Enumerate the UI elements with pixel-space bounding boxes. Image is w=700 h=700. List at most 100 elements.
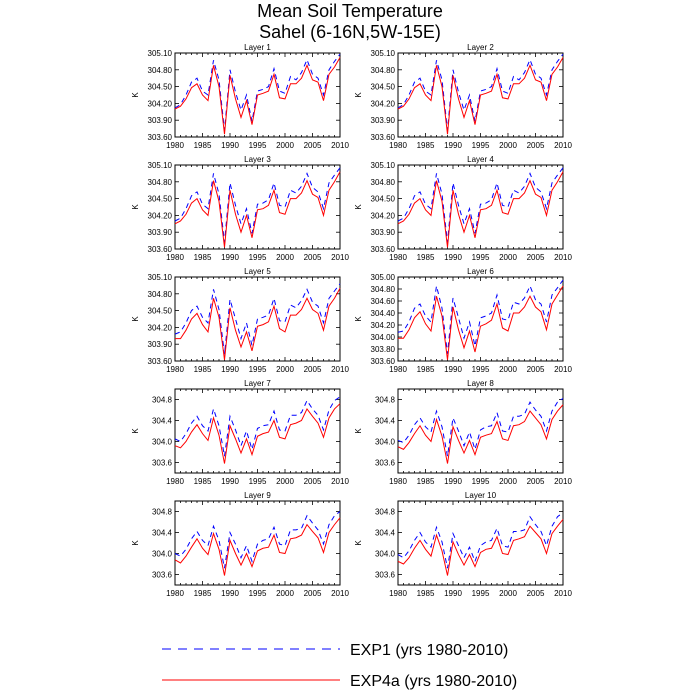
- y-axis-label: K: [131, 316, 140, 322]
- x-tick-label: 1990: [221, 365, 239, 374]
- x-tick-label: 2010: [331, 365, 349, 374]
- x-tick-label: 1990: [444, 253, 462, 262]
- x-tick-label: 2005: [527, 141, 545, 150]
- series-line-exp1: [397, 167, 564, 243]
- x-tick-label: 1980: [389, 365, 407, 374]
- series-line-exp1: [174, 53, 341, 131]
- series-line-exp1: [397, 279, 564, 354]
- series-line-exp4a: [397, 404, 564, 464]
- panel-layer-3: Layer 3 1980 1985 1990 1995 2000 2005 2010 303.6…: [131, 155, 349, 262]
- x-tick-label: 2000: [276, 141, 294, 150]
- y-axis-label: K: [354, 204, 363, 210]
- x-tick-label: 2000: [499, 477, 517, 486]
- y-tick-label: 304.20: [148, 211, 173, 220]
- y-axis-label: K: [354, 92, 363, 98]
- y-tick-label: 303.90: [371, 116, 396, 125]
- y-tick-label: 303.60: [148, 133, 173, 142]
- x-tick-label: 2000: [276, 365, 294, 374]
- panel-title: Layer 5: [244, 267, 271, 276]
- y-tick-label: 304.50: [371, 195, 396, 204]
- x-tick-label: 1985: [417, 141, 435, 150]
- y-tick-label: 304.00: [371, 333, 396, 342]
- y-tick-label: 303.60: [371, 133, 396, 142]
- panel-title: Layer 8: [467, 379, 494, 388]
- x-tick-label: 1995: [249, 477, 267, 486]
- y-tick-label: 303.80: [371, 345, 396, 354]
- y-axis-label: K: [131, 92, 140, 98]
- panels: Layer 1 1980 1985 1990 1995 2000 2005 2010 303.6…: [131, 43, 572, 598]
- x-tick-label: 2010: [331, 589, 349, 598]
- y-axis-label: K: [354, 316, 363, 322]
- panel-title: Layer 2: [467, 43, 494, 52]
- y-tick-label: 304.20: [371, 211, 396, 220]
- y-axis-label: K: [354, 428, 363, 434]
- y-tick-label: 304.80: [148, 178, 173, 187]
- x-tick-label: 2005: [527, 365, 545, 374]
- y-tick-label: 304.80: [371, 178, 396, 187]
- y-tick-label: 304.50: [148, 83, 173, 92]
- panel-layer-8: Layer 8 1980 1985 1990 1995 2000 2005 2010 303.6…: [354, 379, 572, 486]
- legend: EXP1 (yrs 1980-2010) EXP4a (yrs 1980-201…: [162, 642, 517, 690]
- y-tick-label: 304.60: [371, 297, 396, 306]
- y-tick-label: 304.20: [148, 323, 173, 332]
- y-axis-label: K: [131, 428, 140, 434]
- x-tick-label: 2010: [331, 141, 349, 150]
- x-tick-label: 1985: [194, 477, 212, 486]
- y-tick-label: 303.6: [152, 571, 173, 580]
- y-tick-label: 304.0: [152, 438, 173, 447]
- x-tick-label: 2010: [331, 477, 349, 486]
- panel-layer-9: Layer 9 1980 1985 1990 1995 2000 2005 2010 303.6…: [131, 491, 349, 598]
- plot-frame: [397, 500, 564, 586]
- y-tick-label: 305.10: [371, 161, 396, 170]
- x-tick-label: 2010: [554, 477, 572, 486]
- x-tick-label: 2000: [276, 477, 294, 486]
- x-tick-label: 2000: [499, 365, 517, 374]
- x-tick-label: 1990: [444, 365, 462, 374]
- panel-layer-5: Layer 5 1980 1985 1990 1995 2000 2005 2010 303.6…: [131, 267, 349, 374]
- x-tick-label: 1995: [249, 589, 267, 598]
- x-tick-label: 2005: [527, 589, 545, 598]
- y-axis-label: K: [354, 540, 363, 546]
- y-tick-label: 305.10: [148, 161, 173, 170]
- series-line-exp1: [174, 511, 341, 569]
- panel-title: Layer 6: [467, 267, 494, 276]
- series-line-exp1: [397, 398, 564, 457]
- x-tick-label: 1995: [472, 477, 490, 486]
- x-tick-label: 1980: [166, 365, 184, 374]
- y-tick-label: 304.20: [371, 99, 396, 108]
- panel-layer-2: Layer 2 1980 1985 1990 1995 2000 2005 2010 303.6…: [354, 43, 572, 150]
- x-tick-label: 1980: [389, 253, 407, 262]
- series-line-exp1: [397, 53, 564, 131]
- panel-title: Layer 3: [244, 155, 271, 164]
- x-tick-label: 1985: [417, 589, 435, 598]
- x-tick-label: 2005: [304, 141, 322, 150]
- y-tick-label: 303.6: [375, 571, 396, 580]
- x-tick-label: 1995: [472, 365, 490, 374]
- y-tick-label: 304.8: [375, 508, 396, 517]
- x-tick-label: 1985: [417, 253, 435, 262]
- x-tick-label: 1990: [444, 589, 462, 598]
- x-tick-label: 1985: [194, 365, 212, 374]
- x-tick-label: 1980: [166, 253, 184, 262]
- series-line-exp4a: [397, 171, 564, 248]
- x-tick-label: 1990: [221, 253, 239, 262]
- x-tick-label: 2000: [499, 589, 517, 598]
- x-tick-label: 2000: [499, 253, 517, 262]
- series-line-exp4a: [174, 403, 341, 464]
- y-tick-label: 304.80: [371, 66, 396, 75]
- series-line-exp1: [174, 283, 341, 355]
- x-tick-label: 1990: [221, 141, 239, 150]
- x-tick-label: 1990: [444, 141, 462, 150]
- panel-layer-4: Layer 4 1980 1985 1990 1995 2000 2005 2010 303.6…: [354, 155, 572, 262]
- y-tick-label: 305.00: [371, 273, 396, 282]
- x-tick-label: 2005: [304, 253, 322, 262]
- y-tick-label: 303.6: [375, 459, 396, 468]
- series-line-exp1: [174, 396, 341, 457]
- series-line-exp4a: [175, 287, 341, 360]
- panel-title: Layer 9: [244, 491, 271, 500]
- y-tick-label: 305.10: [371, 49, 396, 58]
- x-tick-label: 2005: [304, 589, 322, 598]
- series-line-exp4a: [397, 57, 564, 135]
- y-tick-label: 303.90: [148, 340, 173, 349]
